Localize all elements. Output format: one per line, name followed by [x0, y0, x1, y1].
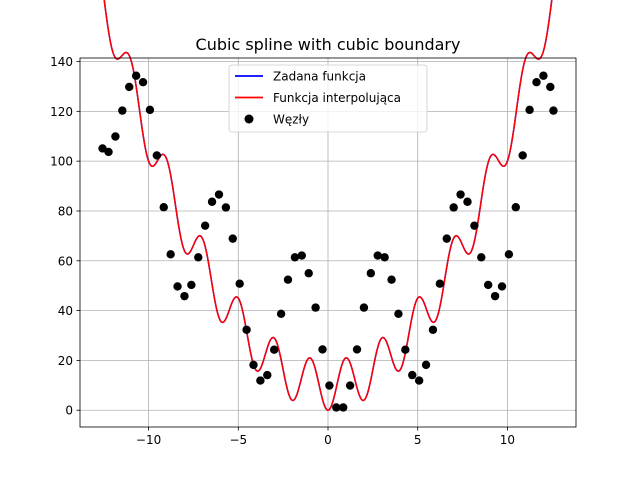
node-point [118, 106, 127, 115]
node-point [166, 250, 175, 259]
node-point [152, 151, 162, 160]
node-point [490, 291, 500, 301]
interpolating-function-line [103, 0, 553, 411]
node-point [332, 403, 341, 412]
node-point [518, 151, 527, 160]
node-point [125, 82, 134, 92]
node-point [242, 325, 251, 334]
node-point [276, 309, 286, 319]
node-point [256, 376, 265, 385]
node-point [131, 71, 141, 80]
node-point [421, 360, 431, 370]
node-point [214, 190, 224, 199]
node-markers [98, 71, 558, 412]
node-point [497, 282, 507, 291]
node-point [145, 105, 155, 115]
node-point [207, 197, 217, 206]
node-point [111, 132, 120, 141]
node-point [269, 345, 279, 354]
legend: Zadana funkcja Funkcja interpolująca Węzły [228, 64, 428, 133]
y-tick-label: 80 [58, 204, 73, 218]
node-point [449, 203, 458, 212]
node-point [532, 78, 541, 87]
node-point [428, 325, 438, 334]
x-tick-label: 10 [500, 433, 515, 447]
node-point [283, 275, 293, 284]
node-point [546, 82, 555, 92]
node-point [359, 303, 369, 312]
node-point [297, 251, 307, 260]
node-point [221, 203, 231, 212]
node-point [511, 203, 520, 212]
y-tick-label: 140 [50, 55, 73, 69]
node-point [352, 345, 362, 354]
y-tick-label: 40 [58, 304, 73, 318]
x-tick-label: −5 [229, 433, 247, 447]
node-point [194, 253, 203, 262]
node-point [159, 203, 168, 212]
x-tick-label: 5 [414, 433, 422, 447]
node-point [290, 253, 300, 262]
node-point [442, 234, 451, 243]
node-point [249, 360, 258, 370]
node-point [304, 269, 313, 278]
node-point [200, 221, 210, 230]
node-point [104, 147, 113, 157]
y-tick-label: 0 [65, 404, 73, 418]
node-point [180, 291, 189, 301]
node-point [539, 71, 548, 80]
node-point [435, 279, 445, 288]
x-tick-label: −10 [136, 433, 161, 447]
y-tick-label: 120 [50, 105, 73, 119]
node-point [463, 197, 472, 206]
node-point [263, 370, 272, 380]
y-tick-label: 20 [58, 354, 73, 368]
node-point [318, 345, 327, 354]
y-tick-label: 60 [58, 254, 73, 268]
node-point [380, 253, 389, 262]
node-point [373, 251, 382, 260]
node-point [187, 280, 196, 290]
y-tick-label: 100 [50, 155, 73, 169]
node-point [235, 279, 244, 288]
node-point [504, 250, 514, 259]
node-point [173, 282, 182, 291]
legend-marker-swatch [244, 114, 254, 124]
node-point [138, 78, 148, 87]
node-point [456, 190, 465, 199]
node-point [408, 370, 417, 380]
node-point [311, 303, 320, 312]
node-point [401, 345, 410, 354]
node-point [339, 403, 348, 412]
series-lines [103, 0, 553, 411]
node-point [228, 234, 237, 243]
chart-title: Cubic spline with cubic boundary [196, 35, 461, 54]
node-point [477, 253, 486, 262]
node-point [325, 381, 334, 390]
legend-box [228, 64, 428, 133]
node-point [525, 105, 534, 115]
node-point [387, 275, 396, 284]
node-point [394, 309, 403, 319]
legend-label: Funkcja interpolująca [273, 91, 401, 105]
x-tick-label: 0 [324, 433, 332, 447]
legend-label: Węzły [273, 113, 309, 127]
plot-frame [79, 57, 577, 428]
node-point [414, 376, 424, 385]
legend-label: Zadana funkcja [273, 70, 366, 84]
node-point [345, 381, 355, 390]
node-point [549, 106, 558, 115]
node-point [483, 280, 493, 290]
node-point [470, 221, 479, 230]
node-point [366, 269, 376, 278]
